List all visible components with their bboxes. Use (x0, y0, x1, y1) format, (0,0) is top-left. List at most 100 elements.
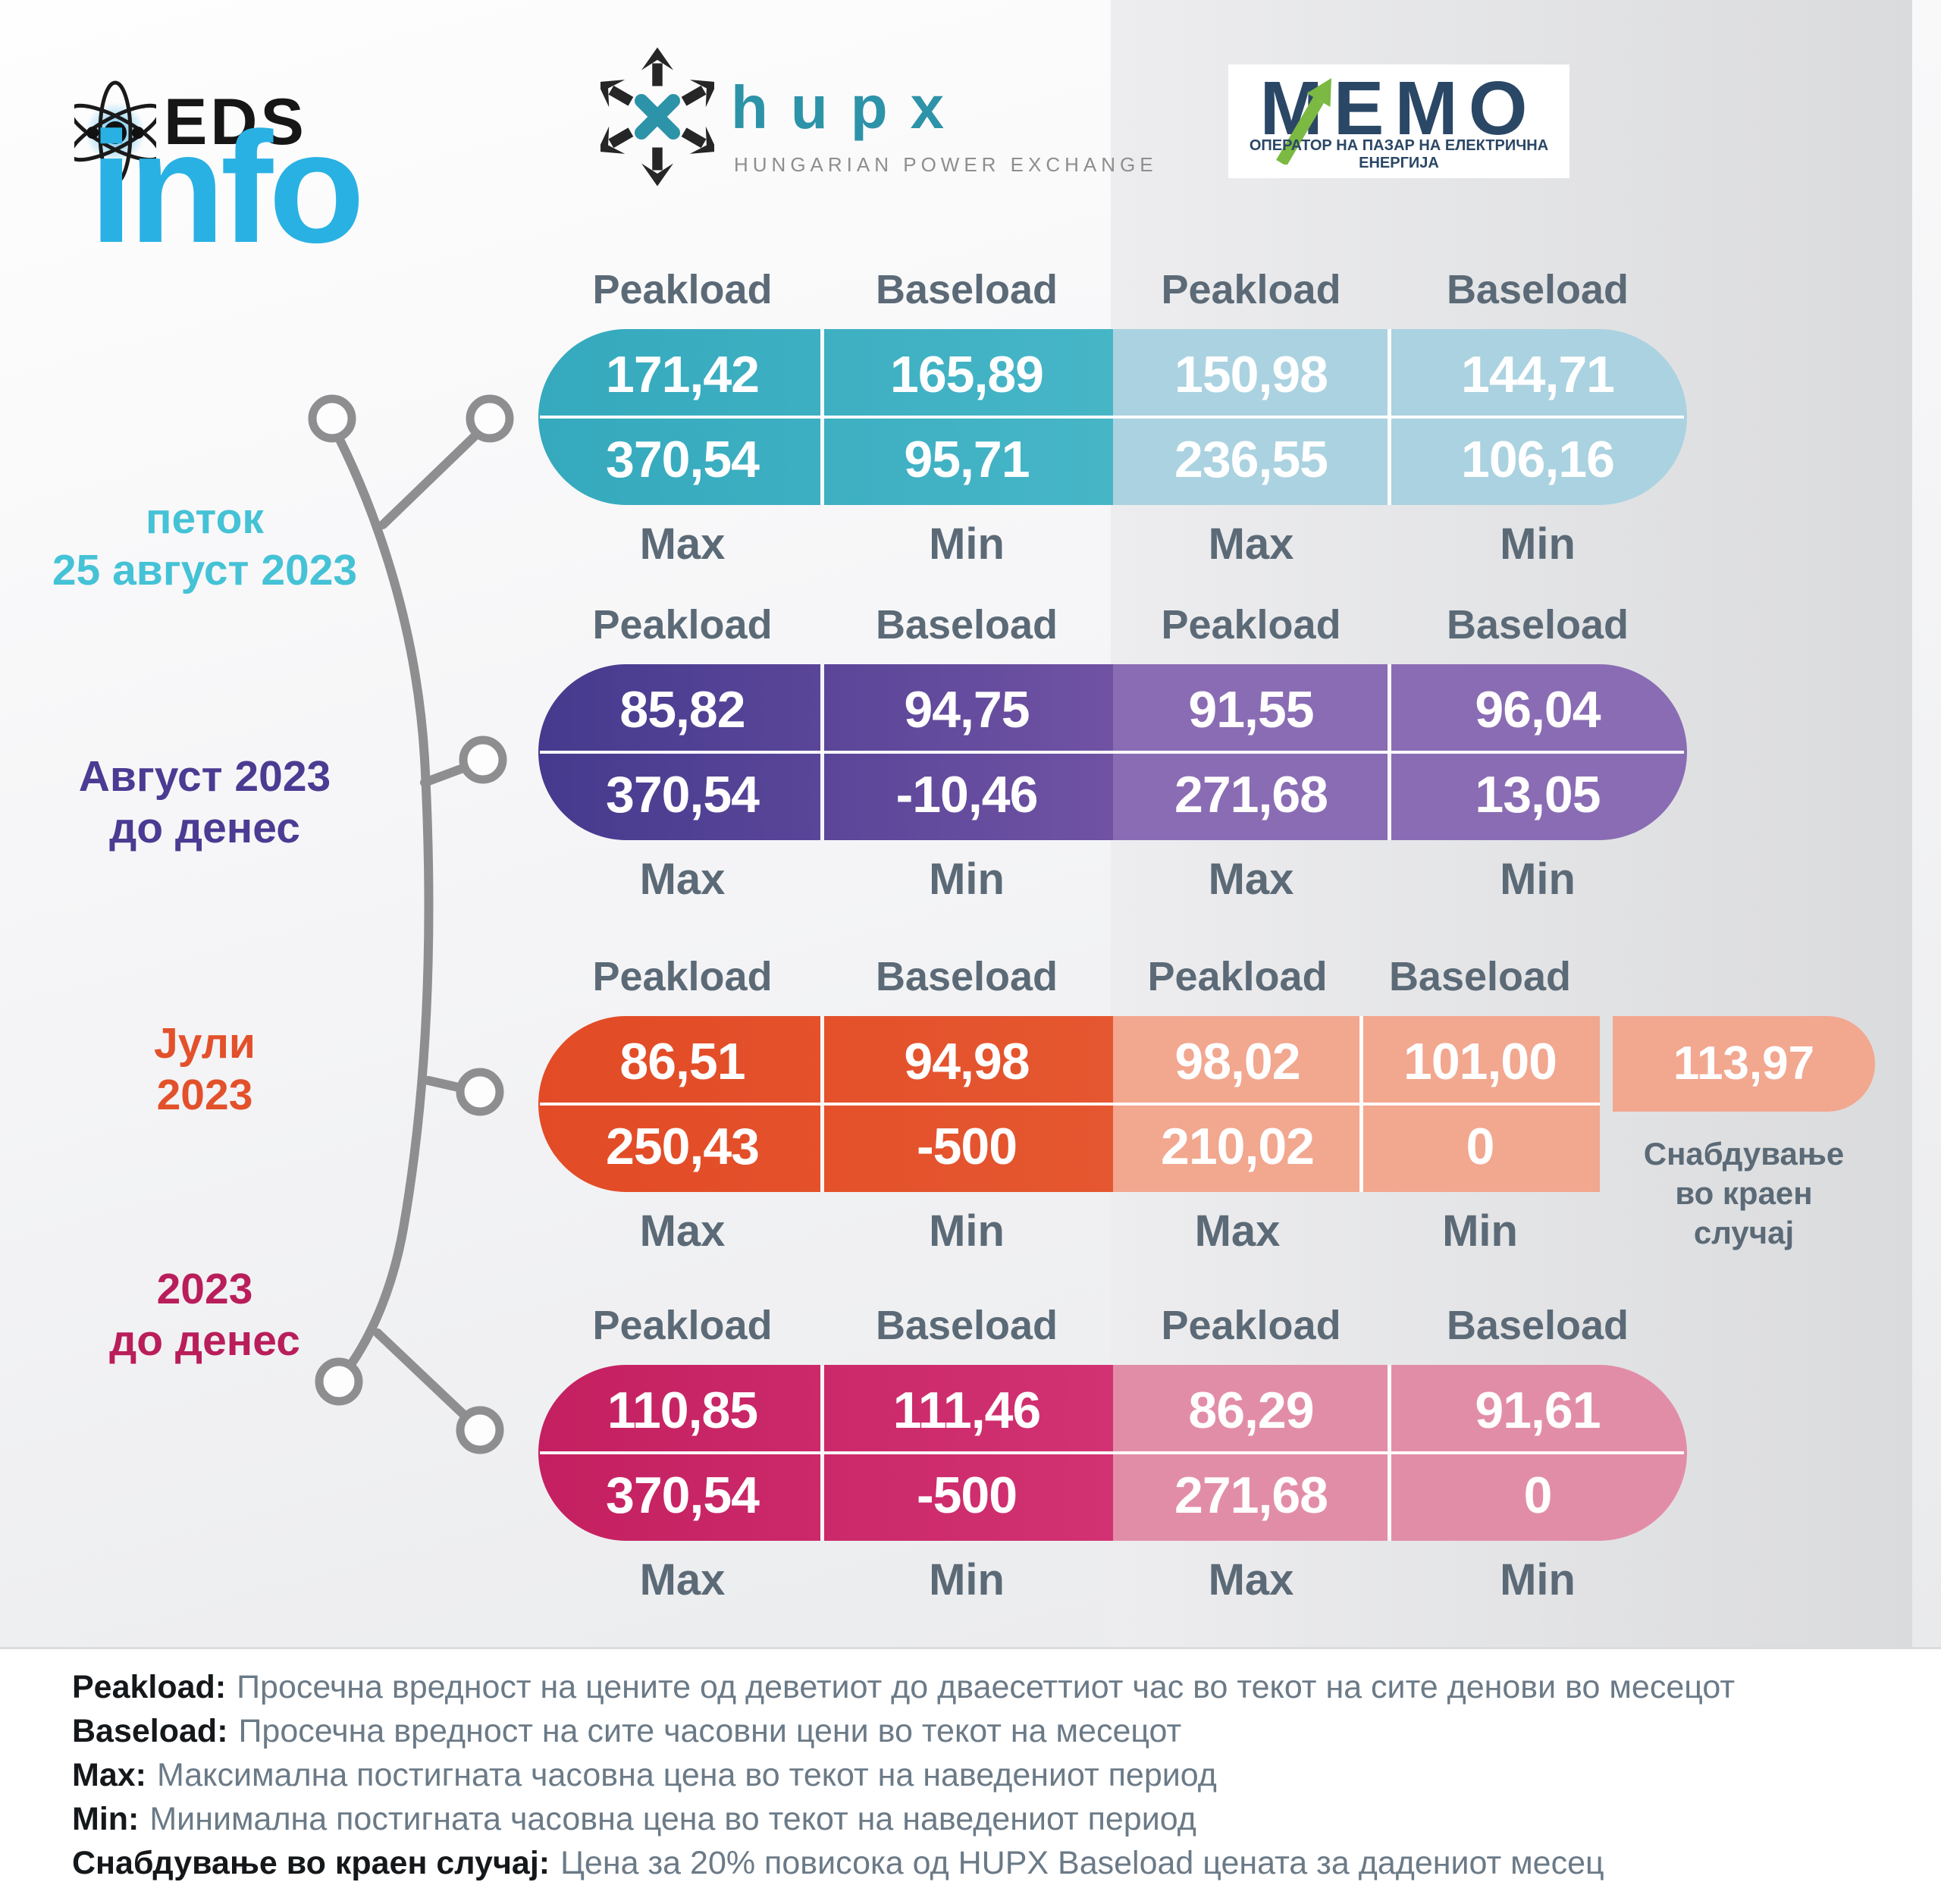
value-hupx-min: -500 (916, 1118, 1018, 1175)
column-header-peakload: Peakload (1147, 954, 1328, 999)
divider (540, 751, 1684, 754)
value-memo-peakload: 86,29 (1188, 1382, 1314, 1439)
legend-term: Min: (72, 1801, 140, 1837)
period-line: до денес (109, 804, 300, 852)
period-line: петок (146, 494, 264, 543)
label-line: во краен (1675, 1175, 1813, 1211)
period-line: 2023 (156, 1265, 253, 1313)
legend-line-max: Max: Максимална постигната часовна цена в… (72, 1753, 1907, 1797)
value-hupx-baseload: 94,75 (904, 681, 1030, 739)
label-min: Min (929, 1206, 1005, 1256)
column-header-baseload: Baseload (875, 267, 1058, 312)
value-hupx-peakload: 85,82 (619, 681, 745, 739)
column-header-baseload: Baseload (1388, 954, 1572, 999)
value-memo-max: 236,55 (1174, 431, 1328, 488)
legend-text: Просечна вредност на сите часовни цени в… (238, 1713, 1182, 1749)
label-max: Max (639, 1206, 726, 1256)
value-memo-max: 271,68 (1174, 1466, 1328, 1524)
value-hupx-baseload: 165,89 (890, 346, 1044, 403)
value-hupx-min: 95,71 (904, 431, 1030, 488)
value-memo-peakload: 98,02 (1174, 1033, 1300, 1090)
memo-wordmark: MEMO (1259, 66, 1538, 151)
label-min: Min (1500, 855, 1576, 904)
label-min: Min (1500, 1555, 1576, 1604)
column-header-peakload: Peakload (1161, 1303, 1341, 1348)
value-hupx-max: 250,43 (606, 1118, 760, 1175)
divider (540, 1103, 1600, 1106)
period-line: 25 август 2023 (52, 546, 358, 594)
info-wordmark: info (89, 100, 365, 276)
value-memo-baseload: 144,71 (1461, 346, 1615, 403)
value-hupx-baseload: 94,98 (904, 1033, 1030, 1090)
legend-line-baseload: Baseload: Просечна вредност на сите часов… (72, 1709, 1907, 1753)
value-memo-baseload: 91,61 (1475, 1382, 1601, 1439)
period-label-july: Јули 2023 (30, 1018, 379, 1121)
period-label-friday: петок 25 август 2023 (30, 493, 379, 596)
memo-arrow-icon (1276, 78, 1331, 165)
column-header-peakload: Peakload (592, 602, 773, 648)
hupx-wordmark: hupx (731, 74, 967, 141)
value-memo-baseload: 96,04 (1475, 681, 1601, 739)
legend-term: Baseload: (72, 1713, 228, 1749)
legend-text: Максимална постигната часовна цена во те… (156, 1757, 1217, 1793)
column-header-baseload: Baseload (875, 1303, 1058, 1348)
label-min: Min (929, 519, 1005, 569)
label-min: Min (929, 1555, 1005, 1604)
value-memo-peakload: 150,98 (1174, 346, 1328, 403)
value-memo-max: 271,68 (1174, 766, 1328, 823)
value-hupx-peakload: 110,85 (607, 1382, 758, 1439)
value-hupx-max: 370,54 (606, 1466, 760, 1524)
legend-term: Max: (72, 1757, 146, 1793)
eds-wordmark: EDS (164, 86, 307, 158)
legend-term: Снабдување во краен случај: (72, 1845, 550, 1881)
value-memo-min: 106,16 (1461, 431, 1615, 488)
legend: Peakload: Просечна вредност на цените од … (72, 1665, 1907, 1885)
value-hupx-peakload: 86,51 (619, 1033, 745, 1090)
column-header-baseload: Baseload (1446, 267, 1629, 312)
label-min: Min (1500, 519, 1576, 569)
period-line: Јули (154, 1019, 256, 1068)
memo-logo: MEMO ОПЕРАТОР НА ПАЗАР НА ЕЛЕКТРИЧНА ЕНЕ… (1228, 64, 1569, 178)
column-header-peakload: Peakload (592, 1303, 773, 1348)
period-label-ytd: 2023 до денес (30, 1263, 379, 1366)
label-max: Max (1208, 1555, 1294, 1604)
divider (540, 416, 1684, 419)
value-hupx-min: -10,46 (895, 766, 1039, 823)
period-line: до денес (109, 1316, 300, 1365)
value-hupx-baseload: 111,46 (892, 1382, 1041, 1439)
legend-line-min: Min: Минимална постигната часовна цена во… (72, 1797, 1907, 1841)
label-max: Max (639, 855, 726, 904)
legend-text: Цена за 20% повисока од HUPX Baseload це… (560, 1845, 1604, 1881)
atom-icon (74, 80, 156, 185)
label-min: Min (1442, 1206, 1518, 1256)
label-max: Max (1208, 519, 1294, 569)
period-label-august: Август 2023 до денес (30, 751, 379, 854)
value-hupx-max: 370,54 (606, 431, 760, 488)
label-line: Снабдување (1643, 1136, 1845, 1172)
value-last-resort-supply: 113,97 (1613, 1016, 1875, 1112)
value-hupx-peakload: 171,42 (606, 346, 760, 403)
hupx-subtitle: HUNGARIAN POWER EXCHANGE (734, 153, 1158, 176)
legend-text: Просечна вредност на цените од деветиот … (237, 1669, 1736, 1705)
value-hupx-min: -500 (916, 1466, 1018, 1524)
column-header-baseload: Baseload (1446, 602, 1629, 648)
memo-subtitle: ОПЕРАТОР НА ПАЗАР НА ЕЛЕКТРИЧНА ЕНЕРГИЈА (1249, 137, 1549, 171)
label-min: Min (929, 855, 1005, 904)
label-last-resort-supply: Снабдување во краен случај (1607, 1134, 1880, 1253)
column-header-peakload: Peakload (1161, 267, 1341, 312)
value-memo-min: 13,05 (1475, 766, 1601, 823)
legend-term: Peakload: (72, 1669, 227, 1705)
legend-line-last-resort: Снабдување во краен случај: Цена за 20% п… (72, 1841, 1907, 1885)
period-line: Август 2023 (78, 752, 331, 801)
label-max: Max (639, 519, 726, 569)
value-memo-min: 0 (1523, 1466, 1553, 1524)
hupx-icon (600, 47, 714, 190)
period-line: 2023 (156, 1071, 253, 1119)
label-line: случај (1693, 1215, 1795, 1250)
value-hupx-max: 370,54 (606, 766, 760, 823)
value-memo-max: 210,02 (1161, 1118, 1315, 1175)
legend-line-peakload: Peakload: Просечна вредност на цените од … (72, 1665, 1907, 1709)
value-memo-baseload: 101,00 (1403, 1033, 1557, 1090)
legend-text: Минимална постигната часовна цена во тек… (149, 1801, 1196, 1837)
